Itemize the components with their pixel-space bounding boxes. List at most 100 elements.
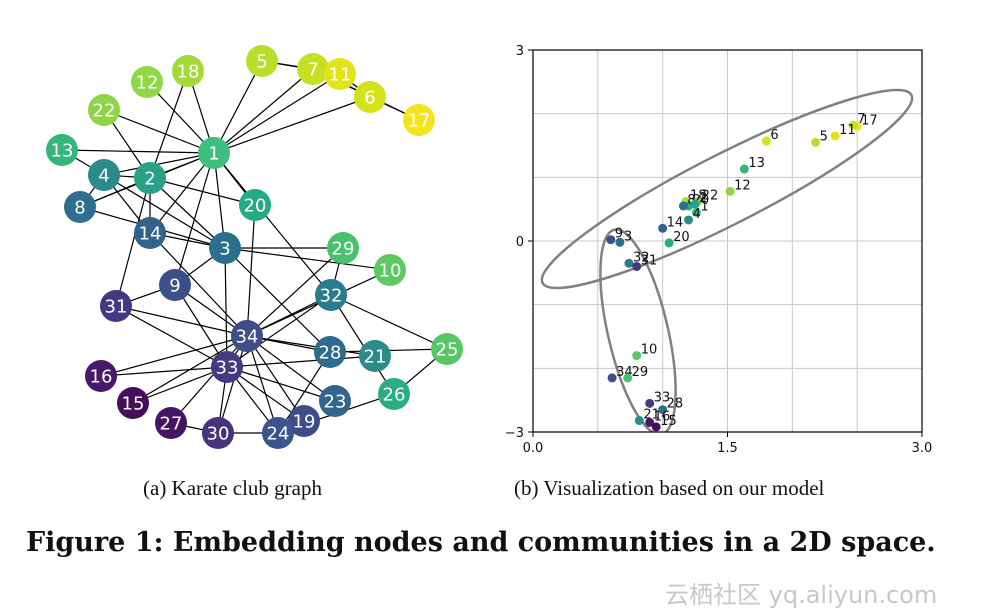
scatter-point xyxy=(739,164,749,174)
scatter-point-label: 2 xyxy=(699,191,707,206)
graph-node-circle xyxy=(359,340,391,372)
scatter-point xyxy=(830,131,840,141)
graph-node-circle xyxy=(209,232,241,264)
graph-node: 32 xyxy=(315,279,347,311)
graph-node-circle xyxy=(172,55,204,87)
scatter-point xyxy=(606,235,616,245)
graph-edge xyxy=(226,366,336,402)
graph-node-label: 9 xyxy=(169,276,180,297)
graph-node-label: 12 xyxy=(136,73,159,94)
graph-nodes: 1234567891011121314151617181920212223242… xyxy=(46,45,463,449)
graph-edge xyxy=(100,335,248,377)
figure-title: Figure 1: Embedding nodes and communitie… xyxy=(26,527,936,558)
graph-edge xyxy=(115,305,228,368)
scatter-point-label: 14 xyxy=(667,215,684,230)
graph-node-circle xyxy=(403,104,435,136)
graph-node: 24 xyxy=(262,417,294,449)
graph-edge xyxy=(246,335,336,402)
graph-node: 26 xyxy=(378,378,410,410)
graph-edge xyxy=(217,335,248,434)
graph-node-circle xyxy=(134,217,166,249)
graph-edge xyxy=(170,335,248,424)
graph-node-label: 23 xyxy=(324,392,347,413)
scatter-point-label: 22 xyxy=(702,189,719,204)
scatter-point xyxy=(632,261,642,271)
graph-node-circle xyxy=(297,53,329,85)
axis-ticks: 0.0 1.5 3.0 3 0 −3 xyxy=(505,44,933,456)
graph-node-label: 8 xyxy=(74,198,85,219)
graph-edge xyxy=(103,174,226,249)
graph-node-label: 32 xyxy=(320,286,343,307)
graph-edge xyxy=(330,294,448,350)
graph-node-circle xyxy=(202,417,234,449)
graph-node: 13 xyxy=(46,134,78,166)
scatter-point xyxy=(634,416,644,426)
scatter-point-label: 17 xyxy=(861,113,878,128)
graph-node: 15 xyxy=(117,387,149,419)
scatter-point-label: 31 xyxy=(641,253,658,268)
scatter-point xyxy=(761,136,771,146)
graph-node: 29 xyxy=(327,232,359,264)
scatter-point xyxy=(664,238,674,248)
y-tick-label: −3 xyxy=(505,426,524,441)
graph-node-circle xyxy=(354,81,386,113)
scatter-point xyxy=(658,405,668,415)
graph-node-label: 13 xyxy=(51,141,74,162)
graph-node-circle xyxy=(64,191,96,223)
graph-node: 12 xyxy=(131,66,163,98)
plot-grid xyxy=(533,50,922,432)
graph-node: 30 xyxy=(202,417,234,449)
graph-node-circle xyxy=(100,290,132,322)
graph-node-circle xyxy=(88,159,120,191)
graph-edge xyxy=(149,232,248,337)
y-tick-label: 3 xyxy=(516,44,524,59)
scatter-point-label: 33 xyxy=(654,390,671,405)
graph-node-label: 25 xyxy=(436,340,459,361)
graph-edge xyxy=(103,152,215,176)
graph-node-label: 15 xyxy=(122,394,145,415)
scatter-point xyxy=(678,201,688,211)
graph-node-label: 2 xyxy=(144,169,155,190)
graph-node-label: 31 xyxy=(105,297,128,318)
scatter-point-label: 28 xyxy=(667,397,684,412)
graph-edge xyxy=(330,294,395,395)
graph-node: 6 xyxy=(354,81,386,113)
graph-node-circle xyxy=(327,232,359,264)
graph-node-circle xyxy=(117,387,149,419)
graph-edge xyxy=(149,152,215,234)
graph-node-label: 14 xyxy=(139,224,162,245)
graph-edge xyxy=(149,177,256,206)
scatter-point xyxy=(645,417,655,427)
scatter-point xyxy=(651,422,661,432)
graph-node-circle xyxy=(314,336,346,368)
graph-node: 27 xyxy=(155,407,187,439)
graph-edge xyxy=(224,247,331,353)
graph-node-label: 5 xyxy=(256,52,267,73)
scatter-point xyxy=(811,137,821,147)
graph-edge xyxy=(103,109,215,154)
graph-node-circle xyxy=(288,405,320,437)
graph-edge xyxy=(100,366,228,377)
scatter-point-label: 15 xyxy=(660,414,677,429)
graph-node: 22 xyxy=(88,94,120,126)
graph-node-label: 33 xyxy=(216,358,239,379)
graph-node: 17 xyxy=(403,104,435,136)
graph-node-label: 6 xyxy=(364,88,375,109)
graph-node-label: 4 xyxy=(98,166,109,187)
graph-node-circle xyxy=(431,333,463,365)
graph-edge xyxy=(277,351,331,434)
x-tick-label: 1.5 xyxy=(717,441,738,456)
graph-node-label: 21 xyxy=(364,347,387,368)
graph-edge xyxy=(61,149,215,154)
scatter-point xyxy=(658,223,668,233)
graph-node-circle xyxy=(198,137,230,169)
graph-node-circle xyxy=(159,269,191,301)
scatter-point-label: 16 xyxy=(654,409,671,424)
graph-edge xyxy=(213,96,371,154)
graph-edge xyxy=(213,60,263,154)
graph-node-circle xyxy=(262,417,294,449)
graph-edge xyxy=(149,70,189,179)
graph-edge xyxy=(246,204,256,337)
scatter-point xyxy=(691,207,701,217)
